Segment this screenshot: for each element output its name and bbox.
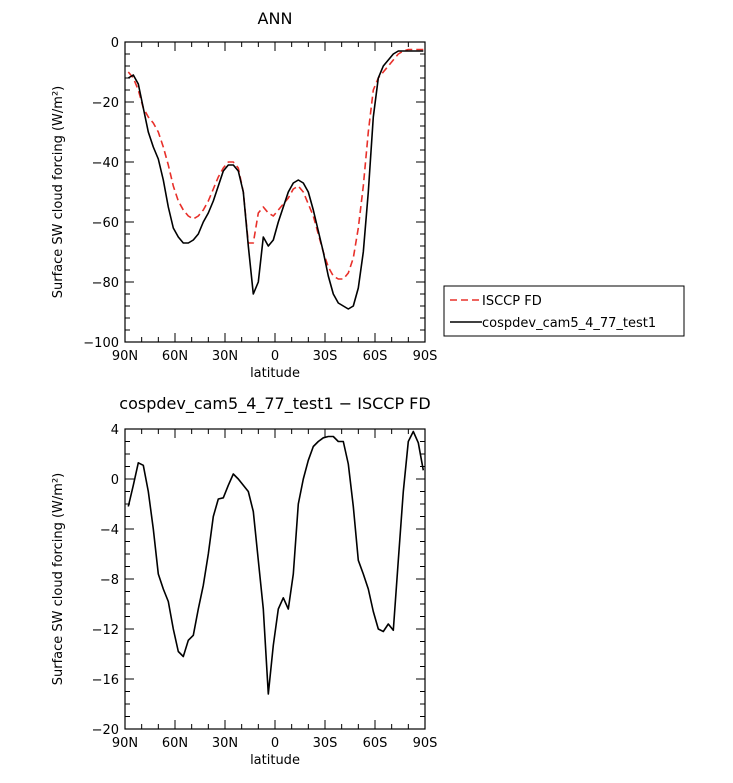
c1-xtick-label: 90N: [112, 736, 138, 751]
c0-xtick-label: 90N: [112, 349, 138, 364]
c0-title: ANN: [258, 9, 293, 28]
c0-ytick-label: −100: [83, 336, 119, 351]
c0-plot-frame: [124, 41, 426, 343]
c0-xtick-label: 30N: [212, 349, 238, 364]
c1-xtick-label: 30N: [212, 736, 238, 751]
c0-y-axis-label: Surface SW cloud forcing (W/m²): [51, 86, 66, 298]
c1-xtick-label: 0: [271, 736, 279, 751]
c1-ytick-label: −16: [92, 673, 119, 688]
c1-xtick-label: 30S: [313, 736, 338, 751]
c1-ytick-label: 0: [111, 473, 119, 488]
c0-xtick-label: 30S: [313, 349, 338, 364]
c0-ytick-label: −40: [92, 156, 119, 171]
c1-x-axis-label: latitude: [250, 753, 300, 768]
c1-series-line-0: [127, 430, 425, 695]
c1-xtick-label: 60S: [363, 736, 388, 751]
c0-xtick-label: 60N: [162, 349, 188, 364]
difference-chart: cospdev_cam5_4_77_test1 − ISCCP FD 90N 60N…: [51, 394, 437, 768]
c0-ytick-label: −20: [92, 96, 119, 111]
top-chart: ANN 90N 60N 30N 0 30S 60S 90S 0 −20 −40 −60 −80 −100 l…: [51, 9, 685, 381]
c1-xtick-label: 60N: [162, 736, 188, 751]
c0-ytick-label: −80: [92, 276, 119, 291]
c1-xtick-label: 90S: [413, 736, 438, 751]
legend-entry-0: ISCCP FD: [482, 294, 542, 309]
c0-series-line-0: [127, 48, 424, 280]
legend-box: [443, 285, 685, 337]
c0-series-line-1: [127, 50, 424, 310]
c1-y-axis-label: Surface SW cloud forcing (W/m²): [51, 473, 66, 685]
c1-ytick-label: −12: [92, 623, 119, 638]
c0-ytick-label: −60: [92, 216, 119, 231]
c1-title: cospdev_cam5_4_77_test1 − ISCCP FD: [119, 394, 430, 414]
legend-entry-1: cospdev_cam5_4_77_test1: [482, 316, 656, 331]
c1-ytick-label: −4: [100, 523, 119, 538]
c0-ytick-label: 0: [111, 36, 119, 51]
c0-xtick-label: 0: [271, 349, 279, 364]
c0-x-axis-label: latitude: [250, 366, 300, 381]
c0-xtick-label: 60S: [363, 349, 388, 364]
c1-ytick-label: −8: [100, 573, 119, 588]
c1-plot-frame: [124, 428, 426, 730]
c1-ytick-label: −20: [92, 723, 119, 738]
c1-ytick-label: 4: [111, 423, 119, 438]
c0-xtick-label: 90S: [413, 349, 438, 364]
